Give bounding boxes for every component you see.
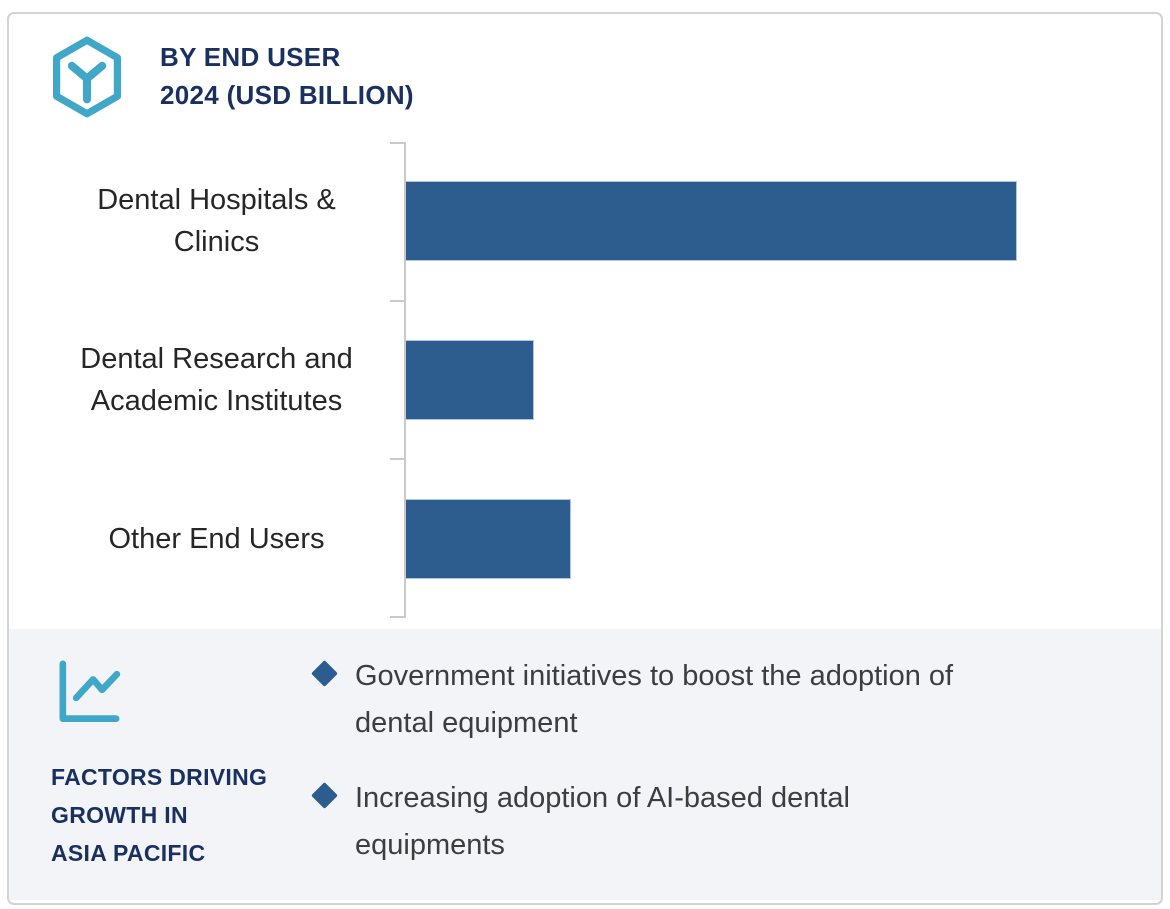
bar-chart: Dental Hospitals & Clinics Dental Resear…	[9, 142, 1161, 618]
header: BY END USER 2024 (USD BILLION)	[47, 35, 414, 119]
list-item: Government initiatives to boost the adop…	[311, 653, 1131, 747]
axis-tick	[390, 616, 405, 618]
chart-row: Other End Users	[9, 459, 1161, 618]
infographic-card: BY END USER 2024 (USD BILLION) Dental Ho…	[7, 12, 1163, 905]
chart-title: BY END USER 2024 (USD BILLION)	[160, 42, 414, 110]
axis-tick	[390, 142, 405, 144]
factor-text: Increasing adoption of AI-based dental e…	[355, 782, 850, 861]
chart-row: Dental Hospitals & Clinics	[9, 142, 1161, 301]
list-item: Increasing adoption of AI-based dental e…	[311, 775, 1131, 869]
hexagon-cube-icon	[53, 36, 121, 118]
category-label: Other End Users	[108, 522, 325, 555]
factors-panel-left: FACTORS DRIVING GROWTH IN ASIA PACIFIC	[9, 629, 315, 900]
category-label: Dental Research and Academic Institutes	[80, 343, 353, 417]
diamond-bullet-icon	[311, 782, 338, 809]
factor-text: Government initiatives to boost the adop…	[355, 660, 954, 739]
axis-tick	[390, 299, 405, 302]
plot-area	[406, 340, 1161, 420]
bar-other-end-users	[406, 498, 571, 579]
diamond-bullet-icon	[311, 660, 338, 687]
plot-area	[406, 181, 1161, 262]
chart-row: Dental Research and Academic Institutes	[9, 301, 1161, 460]
line-chart-icon	[59, 660, 121, 722]
axis-tick	[390, 458, 405, 461]
plot-area	[406, 498, 1161, 579]
bar-dental-research-academic-institutes	[406, 340, 535, 420]
chart-rows: Dental Hospitals & Clinics Dental Resear…	[9, 142, 1161, 618]
category-label: Dental Hospitals & Clinics	[97, 184, 336, 259]
y-axis-line	[404, 142, 406, 618]
factors-heading: FACTORS DRIVING GROWTH IN ASIA PACIFIC	[51, 764, 268, 866]
factors-bullet-list: Government initiatives to boost the adop…	[311, 629, 1161, 900]
bar-dental-hospitals-clinics	[406, 181, 1017, 262]
factors-panel: FACTORS DRIVING GROWTH IN ASIA PACIFIC G…	[9, 629, 1161, 900]
